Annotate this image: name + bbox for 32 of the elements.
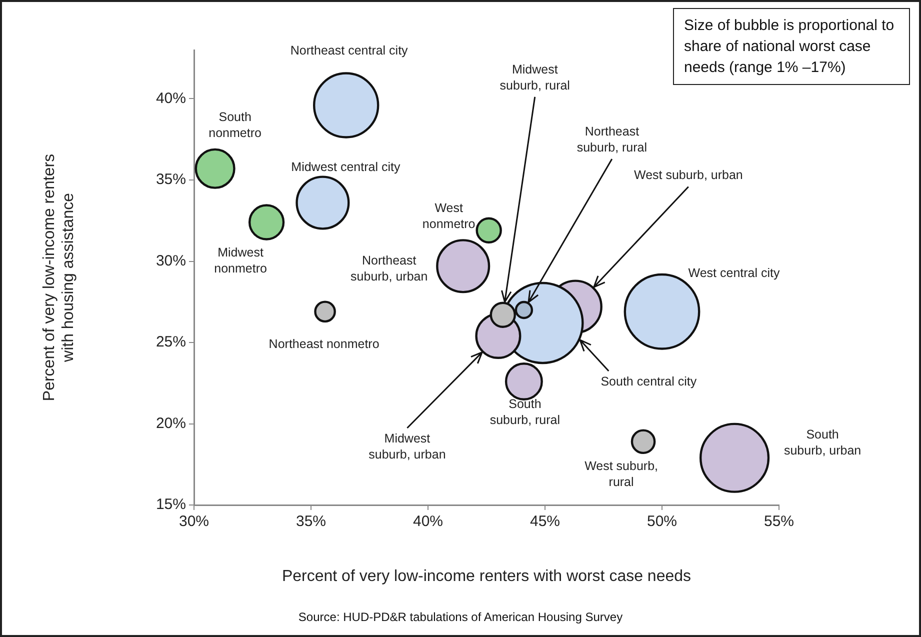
series-label: West central city xyxy=(688,266,780,280)
series-label: West nonmetro xyxy=(422,200,476,231)
x-tick-label: 55% xyxy=(764,513,794,530)
text: Midwest suburb, rural xyxy=(500,62,570,92)
x-tick-label: 45% xyxy=(530,513,560,530)
text: Northeast suburb, rural xyxy=(576,124,648,154)
source-note: Source: HUD-PD&R tabulations of American Housing Survey xyxy=(297,610,624,624)
x-axis-title: Percent of very low-income renters with worst case needs xyxy=(282,568,692,585)
y-tick-label: 20% xyxy=(156,414,186,432)
series-label: Midwest nonmetro xyxy=(214,246,267,276)
series-label: South suburb, rural xyxy=(490,396,560,427)
text: Midwest suburb, urban xyxy=(368,431,446,462)
x-tick-label: 30% xyxy=(178,513,210,530)
y-tick-label: 25% xyxy=(156,334,186,351)
y-tick-label: 35% xyxy=(156,171,186,188)
y-tick-label: 40% xyxy=(156,90,186,107)
series-label: Northeast central city xyxy=(290,44,409,58)
x-tick-label: 40% xyxy=(412,513,444,530)
series-label: South suburb, urban xyxy=(784,427,862,458)
series-label: South nonmetro xyxy=(208,110,262,140)
x-tick-label: 35% xyxy=(296,513,326,530)
annotation: Size of bubble is proportional to share of national worst case needs (range 1% –17%) xyxy=(673,8,910,85)
series-label: West suburb, rural xyxy=(584,459,658,490)
x-tick-label: 50% xyxy=(646,513,678,530)
y-tick-label: 15% xyxy=(156,496,186,514)
series-label: Midwest central city xyxy=(291,160,401,174)
text: West suburb, urban xyxy=(634,168,743,182)
text: South central city xyxy=(600,374,698,388)
y-tick-label: 30% xyxy=(156,252,186,270)
series-label: Northeast nonmetro xyxy=(268,337,380,352)
y-axis-title: Percent of very low-income renters with housing assistance xyxy=(41,154,78,402)
series-label: Northeast suburb, urban xyxy=(350,254,428,284)
